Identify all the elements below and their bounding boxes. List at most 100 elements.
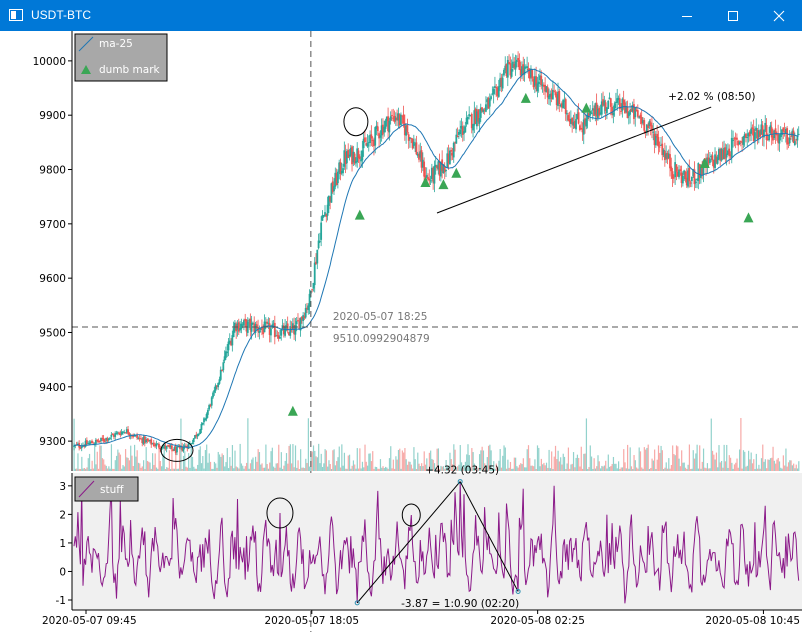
candle-body (326, 204, 329, 216)
volume-bar (755, 453, 757, 471)
candle-body (690, 176, 693, 182)
candle-body (132, 436, 135, 438)
volume-bar (421, 463, 423, 471)
candle-body (675, 164, 678, 172)
volume-bar (279, 467, 281, 471)
candle-body (527, 68, 530, 71)
candle-body (373, 139, 375, 147)
candle-body (738, 142, 741, 145)
candle-body (786, 128, 789, 145)
volume-bar (789, 460, 791, 471)
volume-bar (787, 462, 790, 471)
candle-body (406, 125, 409, 133)
candle-body (581, 128, 584, 133)
candle-body (548, 95, 550, 100)
candle-body (119, 433, 122, 436)
price-tick-label: 9400 (39, 382, 66, 394)
volume-bar (724, 461, 727, 471)
volume-bar (659, 452, 661, 471)
candle-body (385, 116, 388, 121)
candle-body (200, 423, 203, 430)
candle-body (252, 322, 254, 324)
volume-bar (258, 452, 261, 471)
candle-body (652, 131, 655, 133)
candle-body (101, 437, 104, 440)
volume-bars (73, 418, 800, 471)
candle-body (414, 143, 417, 145)
candle-body (379, 135, 382, 138)
volume-bar (161, 466, 163, 471)
volume-bar (87, 458, 89, 471)
candle-body (535, 76, 538, 89)
volume-bar (328, 460, 330, 471)
volume-bar (670, 464, 672, 471)
candle-body (392, 117, 395, 119)
volume-bar (248, 468, 250, 471)
candle-body (214, 385, 217, 391)
volume-bar (677, 446, 679, 471)
volume-bar (610, 466, 612, 471)
candle-body (190, 443, 193, 445)
candle-body (479, 107, 482, 118)
volume-bar (197, 464, 199, 471)
ma-25-line (73, 68, 799, 448)
volume-bar (229, 457, 231, 471)
volume-bar (457, 466, 459, 471)
volume-bar (364, 444, 366, 471)
volume-bar (132, 466, 134, 471)
candle-body (339, 162, 342, 175)
close-icon[interactable] (756, 0, 802, 31)
volume-bar (127, 457, 129, 471)
candle-body (577, 112, 580, 124)
candle-body (667, 153, 670, 159)
x-tick-label: 2020-05-08 02:25 (490, 615, 585, 627)
volume-bar (146, 460, 149, 471)
volume-bar (502, 455, 504, 471)
candle-body (88, 442, 91, 445)
volume-bar (289, 444, 291, 471)
candle-body (699, 167, 702, 178)
candle-body (342, 168, 344, 174)
candle-body (234, 322, 236, 331)
candle-body (689, 182, 692, 184)
volume-bar (180, 418, 182, 471)
candle-body (182, 447, 185, 452)
volume-bar (385, 466, 387, 471)
candle-body (291, 323, 294, 330)
candle-body (325, 214, 328, 217)
minimize-icon[interactable] (664, 0, 710, 31)
candle-body (432, 168, 435, 182)
volume-bar (793, 463, 795, 471)
candle-body (388, 120, 391, 133)
candle-body (711, 155, 714, 161)
volume-bar (663, 468, 665, 471)
indicator-tick-label: -1 (56, 595, 66, 607)
candle-body (602, 99, 604, 106)
candle-body (571, 118, 574, 125)
volume-bar (222, 455, 225, 471)
candle-body (550, 93, 553, 99)
dumb-marks (287, 92, 754, 416)
candle-body (476, 111, 478, 127)
volume-bar (646, 447, 648, 471)
volume-bar (314, 450, 316, 471)
candle-body (551, 89, 554, 100)
volume-bar (592, 468, 594, 471)
candle-body (231, 335, 234, 346)
candle-body (298, 321, 301, 330)
volume-bar (343, 452, 346, 471)
chart-area[interactable]: +2.02 % (08:50) 2020-05-07 18:25 9510.09… (0, 31, 802, 632)
maximize-icon[interactable] (710, 0, 756, 31)
candle-body (594, 103, 597, 115)
volume-bar (432, 459, 434, 471)
title-bar[interactable]: USDT-BTC (0, 0, 802, 31)
candle-body (508, 62, 510, 64)
candle-body (460, 125, 463, 129)
volume-bar (596, 466, 598, 471)
volume-bar (261, 463, 263, 471)
volume-bar (117, 449, 119, 471)
candle-body (549, 94, 552, 97)
candle-body (240, 323, 243, 330)
volume-bar (124, 449, 127, 471)
candle-body (546, 87, 549, 98)
